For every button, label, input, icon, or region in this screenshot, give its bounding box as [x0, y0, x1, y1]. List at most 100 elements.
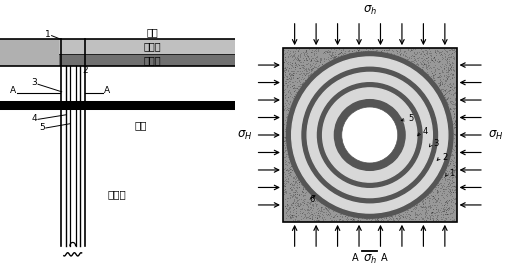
Text: A: A	[10, 86, 16, 96]
Point	[445, 96, 453, 100]
Point	[431, 199, 439, 204]
Point	[385, 214, 393, 218]
Point	[418, 205, 426, 209]
Point	[300, 73, 308, 77]
Point	[325, 50, 333, 54]
Point	[296, 62, 304, 67]
Point	[346, 217, 354, 221]
Point	[302, 190, 310, 194]
Point	[285, 72, 293, 76]
Point	[294, 63, 302, 67]
Point	[404, 56, 412, 60]
Point	[279, 122, 287, 126]
Point	[288, 184, 296, 189]
Point	[298, 80, 306, 84]
Point	[433, 183, 441, 187]
Point	[291, 194, 299, 199]
Point	[421, 212, 430, 217]
Point	[438, 183, 446, 187]
Point	[442, 193, 450, 198]
Point	[449, 155, 457, 160]
Point	[442, 169, 450, 173]
Point	[437, 191, 445, 195]
Point	[443, 55, 451, 59]
Point	[411, 202, 419, 207]
Point	[282, 198, 290, 203]
Point	[443, 67, 451, 71]
Point	[319, 50, 327, 54]
Point	[336, 212, 345, 216]
Point	[312, 59, 320, 63]
Point	[384, 47, 392, 51]
Point	[381, 215, 389, 219]
Point	[288, 218, 296, 222]
Point	[316, 64, 324, 69]
Point	[342, 217, 350, 221]
Point	[303, 58, 311, 62]
Point	[407, 53, 415, 58]
Point	[327, 49, 335, 54]
Point	[433, 207, 441, 211]
Point	[426, 51, 434, 55]
Point	[445, 83, 454, 87]
Point	[442, 100, 450, 104]
Point	[395, 48, 403, 52]
Point	[429, 55, 437, 59]
Point	[420, 204, 428, 208]
Point	[285, 88, 293, 92]
Point	[286, 48, 294, 53]
Point	[422, 55, 431, 59]
Point	[418, 202, 426, 206]
Point	[283, 115, 291, 119]
Point	[429, 217, 437, 222]
Point	[430, 78, 438, 82]
Point	[294, 213, 302, 218]
Point	[279, 67, 288, 72]
Point	[286, 215, 294, 220]
Point	[290, 55, 298, 59]
Point	[292, 202, 300, 207]
Point	[279, 104, 288, 108]
Point	[412, 202, 420, 207]
Text: 5: 5	[407, 114, 412, 123]
Point	[346, 218, 354, 223]
Point	[285, 66, 293, 71]
Point	[307, 58, 315, 62]
Point	[282, 219, 291, 223]
Point	[299, 193, 307, 197]
Point	[297, 214, 305, 218]
Point	[429, 60, 437, 64]
Point	[437, 80, 445, 85]
Point	[288, 86, 296, 90]
Point	[347, 218, 355, 222]
Point	[309, 218, 317, 222]
Point	[442, 56, 450, 60]
Point	[282, 146, 291, 150]
Point	[442, 57, 450, 62]
Point	[280, 166, 288, 171]
Point	[440, 92, 448, 96]
Point	[280, 175, 289, 179]
Point	[280, 135, 289, 139]
Point	[448, 147, 457, 151]
Point	[336, 50, 345, 55]
Point	[281, 168, 290, 172]
Point	[430, 68, 438, 72]
Point	[411, 52, 419, 56]
Point	[439, 56, 447, 60]
Point	[449, 125, 458, 130]
Point	[300, 214, 308, 218]
Point	[441, 78, 449, 82]
Point	[321, 211, 329, 216]
Point	[373, 216, 381, 220]
Point	[290, 65, 298, 69]
Point	[322, 207, 330, 211]
Point	[439, 217, 447, 222]
Point	[430, 63, 438, 67]
Point	[446, 185, 455, 190]
Point	[354, 216, 362, 220]
Point	[279, 183, 287, 187]
Point	[310, 215, 318, 219]
Point	[403, 210, 411, 214]
Point	[292, 47, 300, 51]
